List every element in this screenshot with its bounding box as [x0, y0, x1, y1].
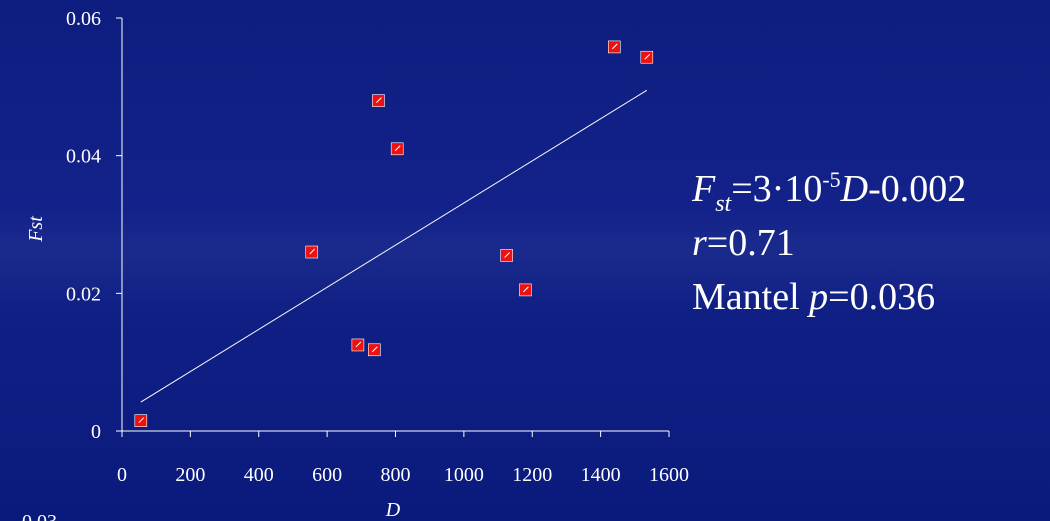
correlation-value: =0.71	[706, 222, 795, 264]
data-point	[640, 50, 654, 64]
x-tick-label: 1600	[649, 464, 689, 486]
equation-subscript: st	[715, 191, 732, 217]
data-point	[519, 283, 532, 297]
x-tick-label: 1200	[512, 464, 552, 486]
y-axis-title: Fst	[25, 216, 47, 243]
data-point	[500, 249, 513, 262]
equation-exponent: -5	[822, 167, 841, 192]
trendline	[140, 89, 648, 403]
x-tick-label: 600	[312, 464, 342, 486]
x-axis-title: D	[385, 499, 401, 521]
correlation-variable: r	[692, 222, 707, 264]
data-point	[305, 245, 319, 259]
equation-coefficient: =3·10	[731, 168, 823, 210]
x-tick-label: 1000	[444, 464, 484, 486]
y-tick-label: 0	[91, 421, 101, 443]
y-tick-label: 0.04	[66, 146, 101, 168]
x-tick-label: 200	[175, 464, 205, 486]
mantel-p-value: =0.036	[828, 276, 936, 318]
cut-off-tick-label: 0.03	[22, 511, 57, 521]
regression-equation: Fst=3·10-5D-0.002 r=0.71 Mantel p=0.036	[692, 162, 966, 324]
x-tick-label: 1400	[581, 464, 621, 486]
y-tick-label: 0.02	[66, 283, 101, 305]
x-tick-label: 800	[381, 464, 411, 486]
x-tick-label: 400	[244, 464, 274, 486]
correlation-line: r=0.71	[692, 216, 966, 270]
equation-intercept: -0.002	[868, 168, 967, 210]
equation-line: Fst=3·10-5D-0.002	[692, 162, 966, 216]
data-points	[134, 40, 654, 427]
y-tick-label: 0.06	[66, 8, 101, 30]
equation-d: D	[840, 168, 869, 210]
data-point	[134, 414, 148, 427]
data-point	[372, 94, 385, 107]
mantel-line: Mantel p=0.036	[692, 270, 966, 324]
data-point	[351, 338, 365, 352]
trendline-layer	[140, 89, 648, 403]
data-point	[368, 343, 381, 357]
mantel-label: Mantel	[692, 276, 810, 318]
mantel-p-variable: p	[809, 276, 829, 318]
x-tick-label: 0	[117, 464, 127, 486]
chart-axes: 0 200 400 600 800 1000 1200 1400 1600 0 0.02 0.04 0.…	[66, 8, 689, 486]
axis-labels: D Fst 0.03	[22, 216, 401, 521]
equation-f: F	[692, 168, 716, 210]
data-point	[390, 142, 404, 156]
data-point	[607, 40, 621, 54]
